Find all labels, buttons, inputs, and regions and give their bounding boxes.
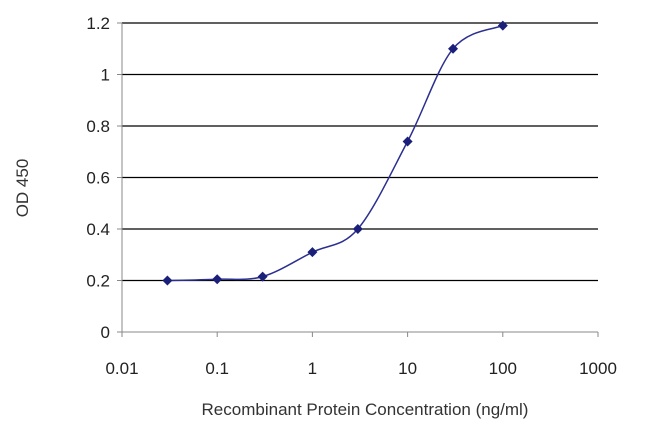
series-line [167,24,504,282]
data-point-marker [402,136,413,147]
data-point-marker [257,271,268,282]
x-tick-label: 1000 [579,359,617,378]
data-point-marker [448,43,459,54]
data-points [162,20,508,286]
data-point-marker [307,247,318,258]
y-tick-label: 0 [101,323,110,342]
data-point-marker [497,20,508,31]
y-axis-title: OD 450 [13,159,32,218]
y-tick-label: 1 [101,66,110,85]
data-point-marker [352,224,363,234]
x-tick-labels: 0.01 0.1 1 10 100 1000 [105,359,616,378]
grid-lines [122,22,598,282]
x-tick-label: 0.1 [205,359,229,378]
y-tick-label: 0.4 [86,220,110,239]
x-axis-title: Recombinant Protein Concentration (ng/ml… [202,400,529,419]
y-tick-label: 0.8 [86,117,110,136]
y-tick-label: 0.2 [86,272,110,291]
x-tick-label: 0.01 [105,359,138,378]
x-tick-label: 1 [308,359,317,378]
x-tick-label: 10 [398,359,417,378]
y-tick-label: 0.6 [86,169,110,188]
data-point-marker [212,274,223,285]
y-tick-labels: 0 0.2 0.4 0.6 0.8 1 1.2 [86,14,110,342]
axes [117,22,599,337]
y-tick-label: 1.2 [86,14,110,33]
x-tick-label: 100 [489,359,517,378]
data-point-marker [162,275,173,286]
